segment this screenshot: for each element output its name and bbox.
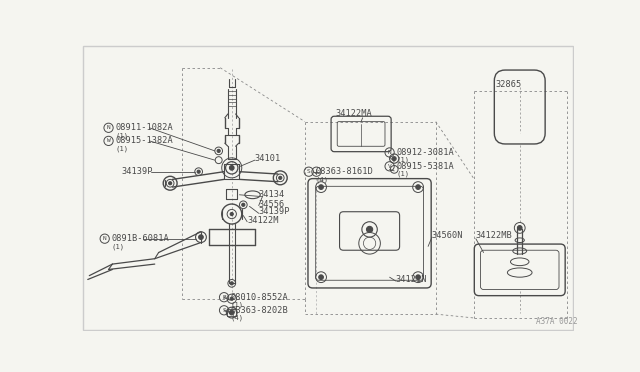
Text: 34122MA: 34122MA (336, 109, 372, 118)
Text: 34122M: 34122M (247, 216, 278, 225)
Text: V: V (388, 164, 392, 169)
Text: 08911-1082A: 08911-1082A (115, 123, 173, 132)
Text: 08915-5381A: 08915-5381A (397, 162, 454, 171)
Text: 34121N: 34121N (396, 275, 428, 284)
Text: 34101: 34101 (255, 154, 281, 163)
Circle shape (197, 170, 200, 173)
Text: 34139P: 34139P (122, 167, 153, 176)
Circle shape (230, 166, 234, 170)
Circle shape (416, 185, 420, 189)
Circle shape (319, 275, 323, 279)
Text: 34560N: 34560N (432, 231, 463, 240)
Text: N: N (107, 125, 111, 130)
Circle shape (367, 226, 372, 232)
Circle shape (230, 310, 234, 315)
Circle shape (279, 176, 282, 179)
Text: (1): (1) (115, 145, 129, 152)
Text: 32865: 32865 (496, 80, 522, 89)
Text: 0891B-6081A: 0891B-6081A (111, 234, 170, 243)
Circle shape (242, 203, 245, 206)
Text: 08363-8161D: 08363-8161D (316, 167, 373, 176)
Text: (1): (1) (231, 302, 244, 308)
Text: W: W (107, 138, 111, 143)
Text: 34134: 34134 (259, 190, 285, 199)
Text: (1): (1) (111, 243, 125, 250)
Circle shape (230, 282, 234, 285)
Text: N: N (388, 150, 392, 155)
Text: S: S (222, 308, 226, 313)
Text: 34139P: 34139P (259, 207, 290, 216)
Text: (1): (1) (397, 157, 410, 163)
Text: (1): (1) (397, 171, 410, 177)
Circle shape (230, 212, 234, 216)
Text: B: B (222, 295, 226, 300)
Circle shape (198, 235, 204, 240)
Circle shape (168, 182, 172, 185)
Text: S: S (307, 169, 310, 174)
Text: 08912-3081A: 08912-3081A (397, 148, 454, 157)
Text: (4): (4) (316, 176, 329, 183)
Text: (4): (4) (231, 315, 244, 321)
Text: 34556: 34556 (259, 199, 285, 209)
Circle shape (517, 225, 522, 230)
Text: 08010-8552A: 08010-8552A (231, 293, 289, 302)
Text: (1): (1) (115, 132, 129, 139)
Text: 08915-1382A: 08915-1382A (115, 137, 173, 145)
Circle shape (230, 297, 234, 300)
Text: A37A 0022: A37A 0022 (536, 317, 577, 326)
Text: 34122MB: 34122MB (476, 231, 513, 240)
Circle shape (319, 185, 323, 189)
Circle shape (392, 157, 396, 161)
Circle shape (416, 275, 420, 279)
Circle shape (217, 150, 220, 153)
Text: 0B363-8202B: 0B363-8202B (231, 306, 289, 315)
Text: N: N (103, 236, 107, 241)
